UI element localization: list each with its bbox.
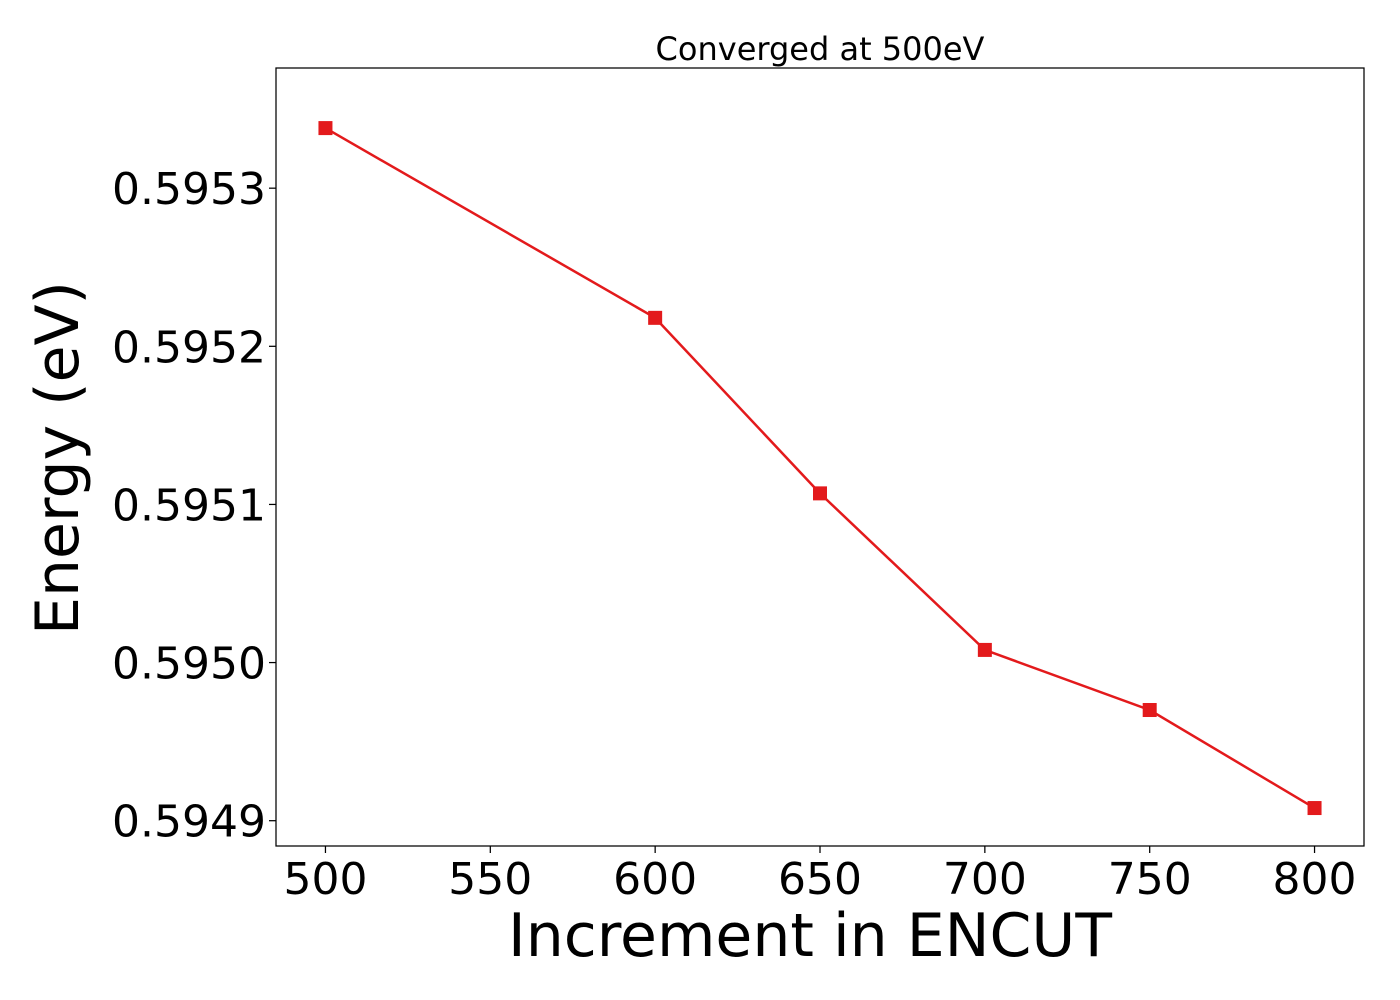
plot-area (318, 121, 1322, 816)
y-tick-label: 0.5950 (112, 639, 266, 690)
x-tick-label: 500 (283, 854, 367, 905)
y-tick-label: 0.5952 (112, 322, 266, 373)
plot-frame (275, 67, 1365, 847)
x-tick-label: 750 (1108, 854, 1192, 905)
y-tick-label: 0.5951 (112, 480, 266, 531)
x-tick-label: 650 (778, 854, 862, 905)
data-point-marker (813, 486, 827, 501)
y-tick-label: 0.5953 (112, 164, 266, 215)
series-line (324, 127, 1316, 810)
data-point-marker (1307, 801, 1322, 816)
y-axis-label: Energy (eV) (23, 281, 93, 635)
x-tick-label: 600 (613, 854, 697, 905)
data-point-marker (648, 310, 663, 325)
y-axis: 0.5949 0.5950 0.5951 0.5952 0.5953 (112, 164, 276, 848)
x-tick-label: 550 (448, 854, 532, 905)
x-tick-label: 700 (943, 854, 1027, 905)
x-tick-label: 800 (1273, 854, 1357, 905)
chart-title: Converged at 500eV (656, 30, 985, 68)
data-point-marker (977, 642, 992, 657)
data-point-marker (1142, 703, 1157, 718)
data-point-marker (318, 121, 333, 136)
x-axis-label: Increment in ENCUT (508, 901, 1112, 971)
x-axis: 500 550 600 650 700 750 800 (283, 846, 1357, 905)
y-tick-label: 0.5949 (112, 797, 266, 848)
